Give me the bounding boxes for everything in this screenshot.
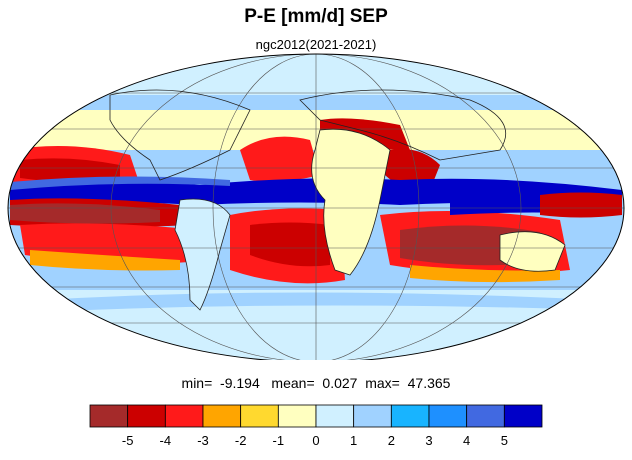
colorbar-box-5 bbox=[277, 404, 317, 428]
colorbar-tick-label: -3 bbox=[197, 433, 209, 448]
colorbar-box-9 bbox=[428, 404, 468, 428]
colorbar-tick-label: -5 bbox=[122, 433, 134, 448]
min-label: min= bbox=[181, 375, 213, 391]
colorbar-tick-label: -1 bbox=[273, 433, 285, 448]
colorbar-tick-label: 2 bbox=[388, 433, 395, 448]
max-value: 47.365 bbox=[407, 375, 451, 391]
colorbar-box-3 bbox=[202, 404, 242, 428]
colorbar-box-1 bbox=[127, 404, 166, 428]
max-label: max= bbox=[365, 375, 400, 391]
colorbar-tick-label: 0 bbox=[312, 433, 319, 448]
mean-value: 0.027 bbox=[322, 375, 358, 391]
colorbar-box-11 bbox=[503, 404, 543, 428]
graticule bbox=[8, 54, 624, 360]
map-title: P-E [mm/d] SEP bbox=[244, 6, 388, 27]
min-value: -9.194 bbox=[220, 375, 260, 391]
colorbar-box-0 bbox=[89, 404, 129, 428]
colorbar-box-2 bbox=[164, 404, 204, 428]
colorbar-box-6 bbox=[315, 404, 355, 428]
colorbar-tick-label: 4 bbox=[463, 433, 470, 448]
colorbar-tick-label: -2 bbox=[235, 433, 247, 448]
colorbar-box-7 bbox=[353, 404, 392, 428]
colorbar-boxes bbox=[89, 404, 543, 428]
colorbar-tick-label: -4 bbox=[160, 433, 172, 448]
map-subtitle: ngc2012(2021-2021) bbox=[255, 37, 377, 52]
world-map bbox=[7, 53, 625, 360]
colorbar-labels: -5 -4 -3 -2 -1 0 1 2 3 4 5 bbox=[122, 433, 508, 448]
globe-outline bbox=[7, 53, 625, 360]
mean-label: mean= bbox=[271, 375, 315, 391]
colorbar-box-8 bbox=[390, 404, 430, 428]
colorbar-tick-label: 5 bbox=[501, 433, 508, 448]
stats-line: min= -9.194 mean= 0.027 max= 47.365 bbox=[0, 375, 632, 391]
colorbar-box-10 bbox=[466, 404, 505, 428]
colorbar-tick-label: 1 bbox=[350, 433, 357, 448]
colorbar-tick-label: 3 bbox=[425, 433, 432, 448]
coastlines bbox=[109, 89, 566, 311]
colorbar-box-4 bbox=[240, 404, 279, 428]
